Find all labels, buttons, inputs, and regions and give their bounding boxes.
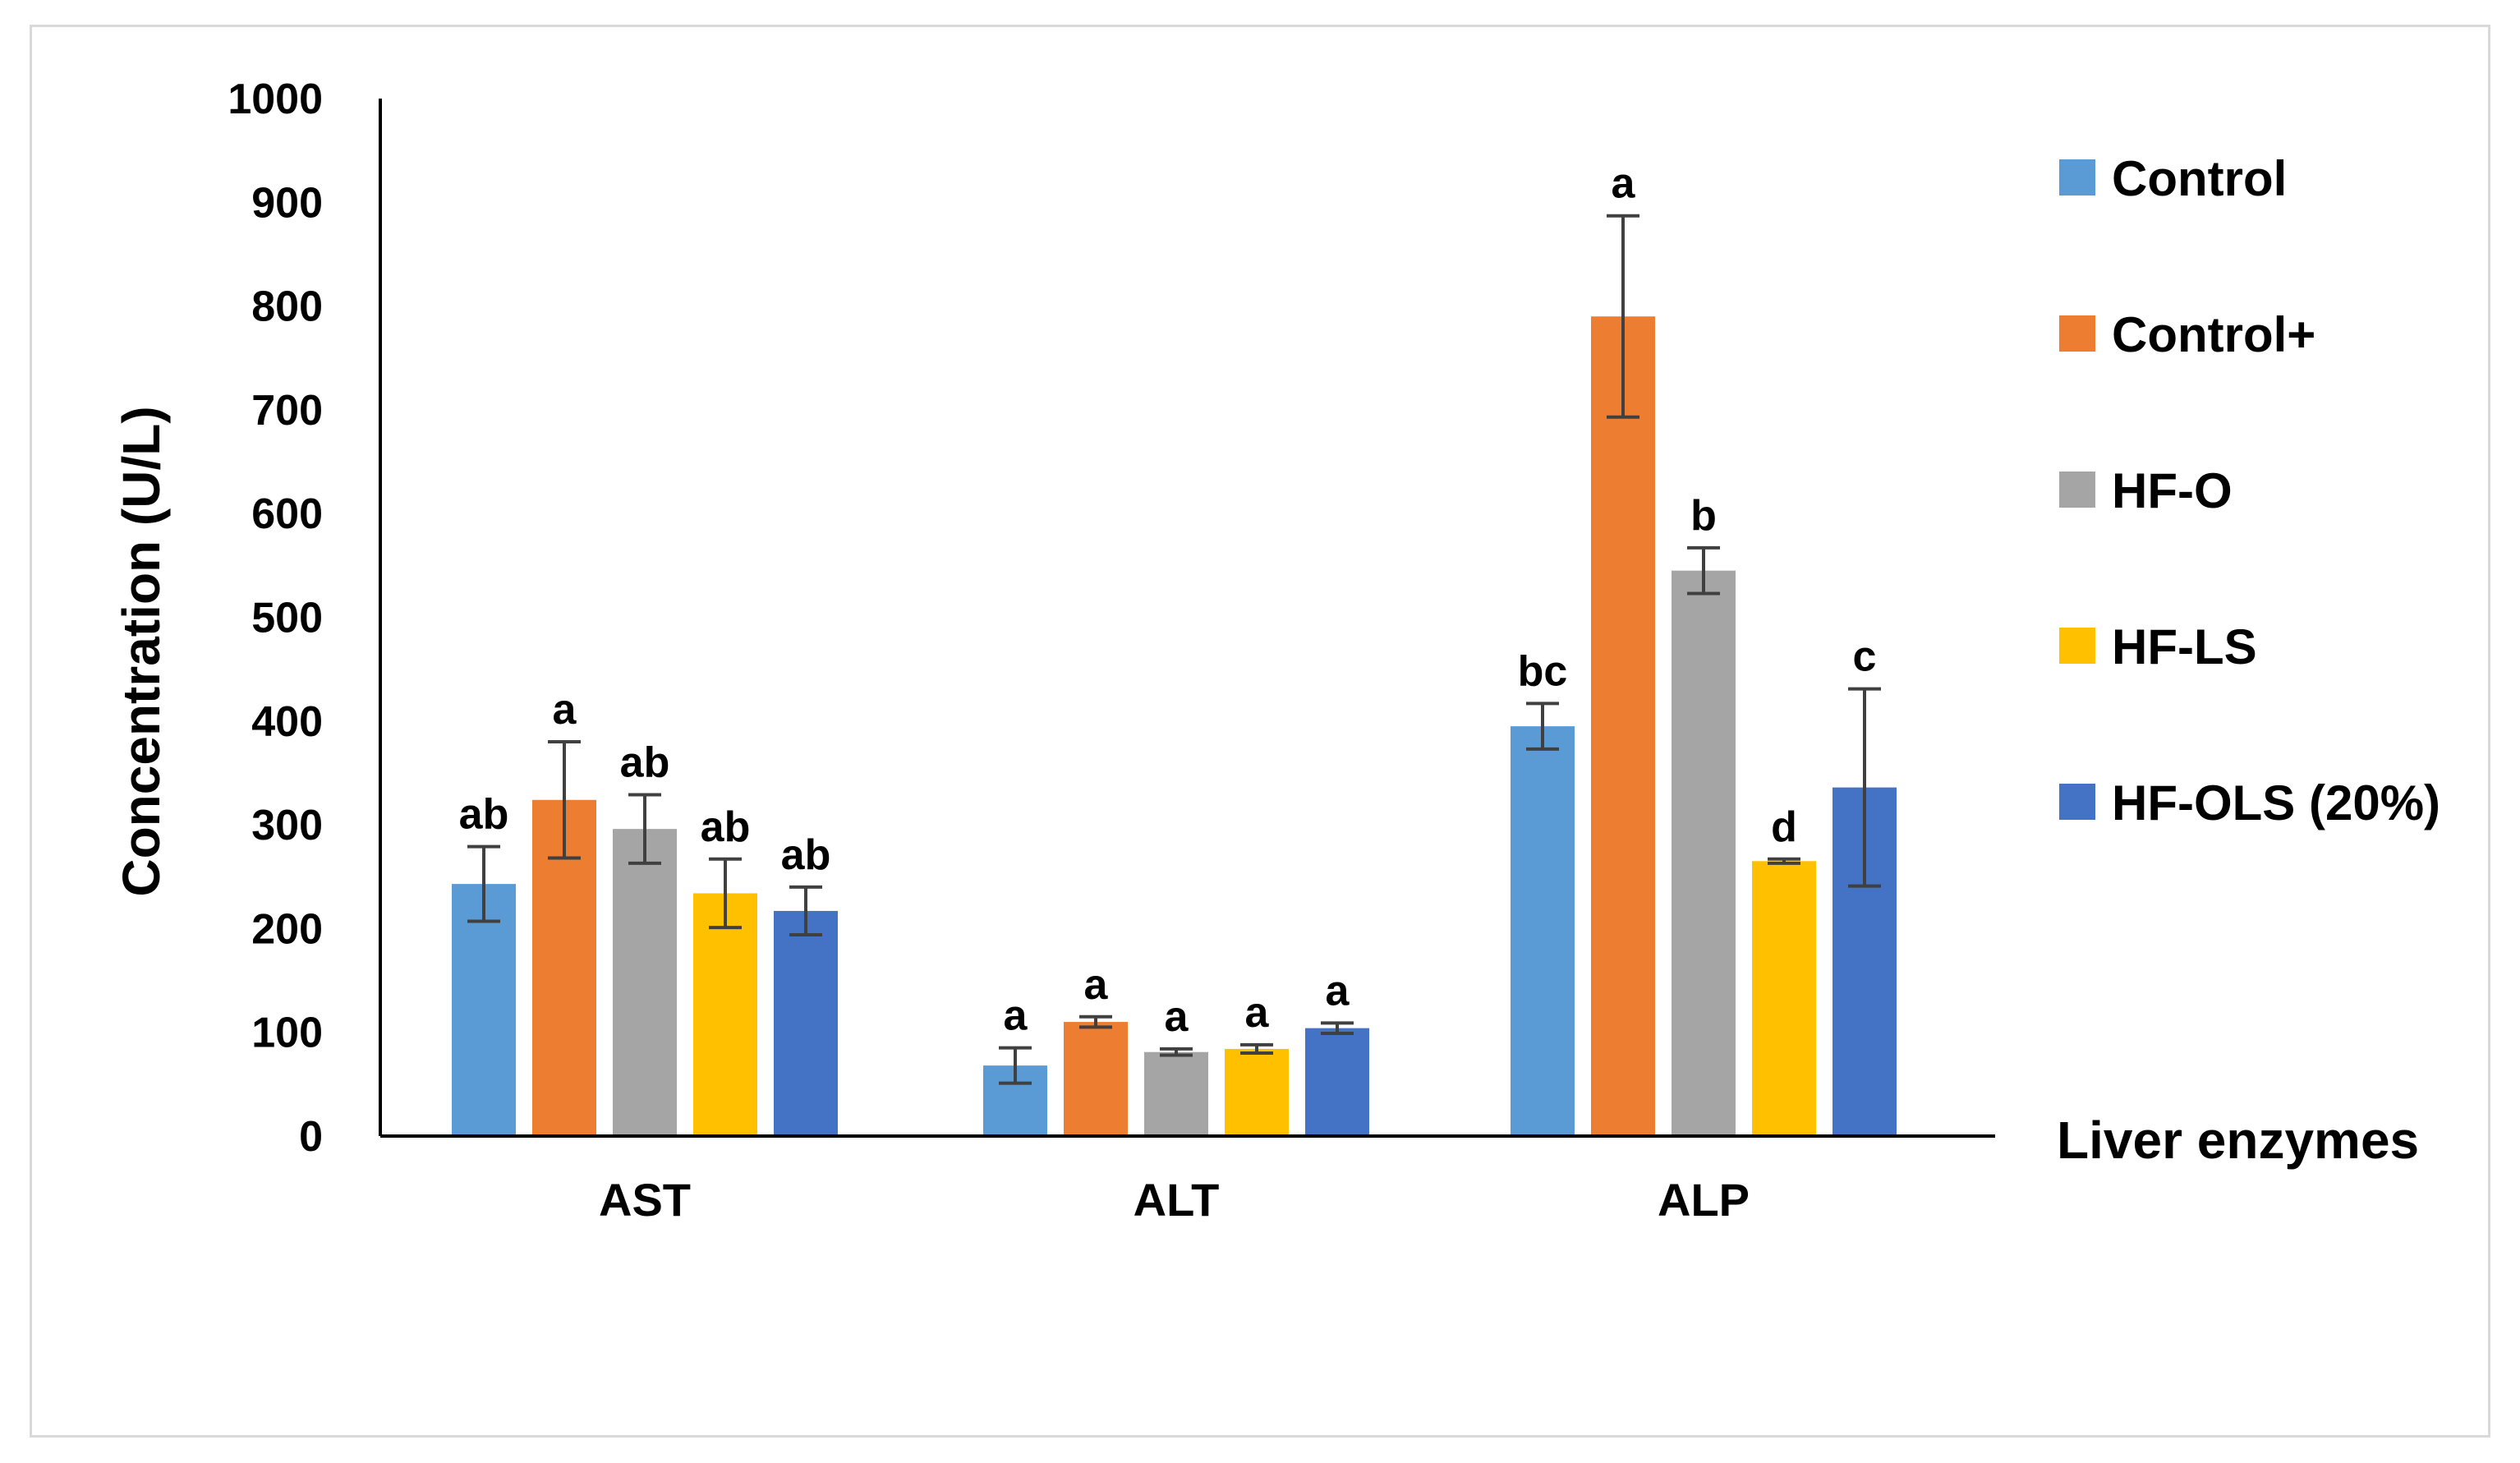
x-category-label: ALT (1134, 1174, 1220, 1226)
significance-label: a (1165, 993, 1189, 1041)
error-bar (1079, 1014, 1112, 1029)
legend-label: HF-O (2112, 463, 2233, 518)
y-tick-label: 100 (251, 1010, 323, 1057)
error-bar (1848, 687, 1881, 888)
y-axis-label: Concentration (U/L) (112, 406, 171, 896)
x-category-label: ALP (1658, 1174, 1750, 1226)
x-category-label: AST (599, 1174, 691, 1226)
legend-swatch (2059, 784, 2095, 820)
y-tick-label: 800 (251, 283, 323, 331)
legend-item: HF-O (2059, 463, 2233, 518)
error-bar (1607, 214, 1639, 419)
bar (452, 884, 516, 1136)
significance-label: ab (620, 738, 670, 786)
significance-label: bc (1518, 647, 1568, 695)
y-tick-label: 300 (251, 802, 323, 849)
error-bar (1687, 545, 1720, 596)
error-bar (999, 1046, 1032, 1085)
bar (1225, 1048, 1289, 1136)
bar (1752, 861, 1816, 1136)
legend-item: Control+ (2059, 307, 2315, 362)
x-axis-label: Liver enzymes (2057, 1111, 2419, 1170)
significance-label: a (1245, 989, 1270, 1037)
significance-label: c (1853, 633, 1877, 681)
y-tick-label: 200 (251, 905, 323, 953)
significance-label: a (1084, 961, 1109, 1009)
legend-swatch (2059, 159, 2095, 196)
error-bar (1526, 702, 1559, 751)
bar (613, 829, 677, 1136)
significance-label: a (553, 686, 577, 734)
error-bar (548, 740, 581, 860)
error-bar (628, 793, 661, 865)
bar (1672, 570, 1736, 1136)
bar (1511, 726, 1575, 1136)
error-bar (709, 857, 742, 930)
error-bar (1768, 857, 1800, 865)
legend-label: Control+ (2112, 307, 2315, 362)
y-tick-label: 900 (251, 179, 323, 227)
legend-label: HF-LS (2112, 619, 2257, 674)
error-bar (1160, 1047, 1193, 1057)
y-tick-label: 0 (299, 1113, 323, 1161)
error-bar (467, 844, 500, 923)
legend-item: HF-OLS (20%) (2059, 775, 2440, 830)
legend-label: Control (2112, 151, 2287, 206)
bar (1144, 1051, 1208, 1136)
error-bar (1240, 1042, 1273, 1055)
significance-label: ab (701, 803, 751, 851)
legend-swatch (2059, 315, 2095, 352)
significance-label: ab (459, 791, 509, 839)
y-tick-label: 700 (251, 387, 323, 435)
legend-label: HF-OLS (20%) (2112, 775, 2440, 830)
legend-item: HF-LS (2059, 619, 2257, 674)
bar (693, 893, 757, 1136)
legend-item: Control (2059, 151, 2287, 206)
y-tick-label: 400 (251, 698, 323, 746)
bar (1064, 1022, 1128, 1136)
significance-label: a (1612, 160, 1636, 208)
bar (1591, 316, 1655, 1137)
significance-label: ab (781, 831, 831, 879)
legend-swatch (2059, 472, 2095, 508)
bar (1305, 1028, 1369, 1136)
significance-label: a (1004, 992, 1028, 1040)
legend-swatch (2059, 628, 2095, 664)
bar (774, 910, 838, 1136)
significance-label: b (1690, 492, 1717, 540)
y-tick-label: 1000 (228, 76, 323, 123)
significance-label: a (1326, 967, 1350, 1014)
error-bar (1321, 1021, 1354, 1035)
error-bar (789, 885, 822, 936)
y-tick-label: 600 (251, 490, 323, 538)
significance-label: d (1771, 803, 1797, 851)
chart-frame: ab a ab ab ab a a a a a bc a b d c 0 100 200 300 400 500 600… (30, 25, 2490, 1438)
y-tick-label: 500 (251, 595, 323, 642)
